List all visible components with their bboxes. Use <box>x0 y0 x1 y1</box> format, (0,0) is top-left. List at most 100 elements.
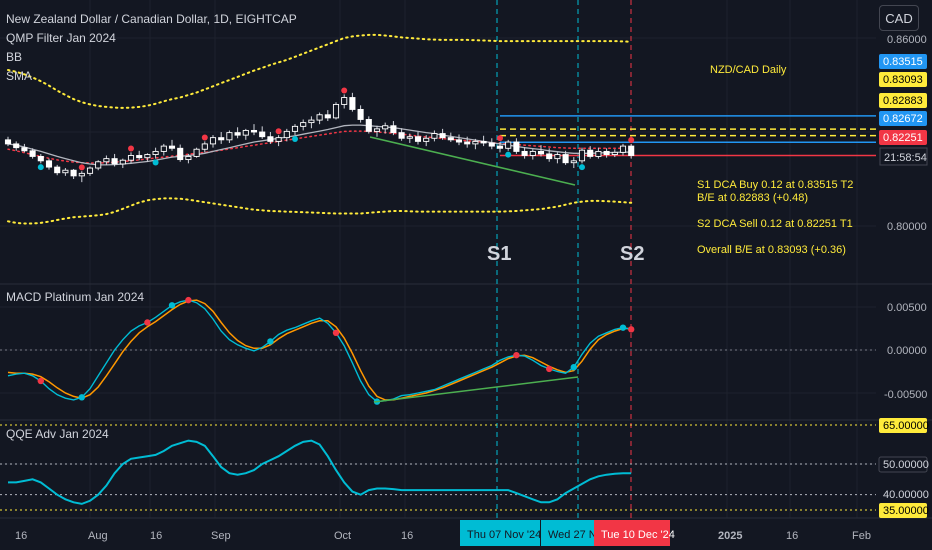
candle-body-23 <box>193 148 200 157</box>
candle-body-58 <box>480 140 487 144</box>
qqe-line <box>8 439 632 505</box>
price-axis-badges: 0.83515 0.83093 0.82883 0.82672 0.82251 65.00… <box>878 54 929 518</box>
candle-body-75 <box>619 145 627 153</box>
signal-dot-2 <box>152 159 159 166</box>
candle-body-25 <box>209 137 217 145</box>
candle-body-24 <box>201 143 208 150</box>
candle-body-36 <box>300 122 307 127</box>
qqe-badge-bg-1 <box>878 456 928 473</box>
bb-lower-band <box>7 197 633 225</box>
time-label-0: 16 <box>15 530 27 542</box>
legend-bb[interactable]: BB <box>6 50 23 64</box>
signal-dot-3 <box>128 145 134 152</box>
candle-body-44 <box>365 119 372 132</box>
macd-panel-title[interactable]: MACD Platinum Jan 2024 <box>6 290 145 304</box>
candle-body-66 <box>546 153 553 160</box>
legend-qmp-filter[interactable]: QMP Filter Jan 2024 <box>6 31 116 45</box>
time-label-5: 16 <box>401 530 413 542</box>
candle-body-3 <box>29 150 36 157</box>
candle-body-41 <box>341 97 348 105</box>
bb-upper-band <box>7 33 633 109</box>
candle-body-54 <box>447 137 454 141</box>
candle-body-28 <box>234 132 241 136</box>
macd-series <box>0 296 876 405</box>
macd-cross-dot-9 <box>546 365 553 373</box>
time-label-8: Feb <box>852 530 871 542</box>
candle-body-49 <box>406 136 413 139</box>
qqe-tick-label-0: 65.00000 <box>883 420 929 432</box>
candle-body-61 <box>505 141 512 149</box>
candle-body-11 <box>95 161 102 169</box>
qqe-panel-title[interactable]: QQE Adv Jan 2024 <box>6 427 109 441</box>
candlestick-series <box>4 92 635 183</box>
candle-body-62 <box>513 141 520 152</box>
candle-body-60 <box>496 145 504 149</box>
macd-signal-line <box>7 299 632 401</box>
time-highlight-bg-0 <box>460 520 540 546</box>
countdown-text: 21:58:54 <box>884 152 927 164</box>
time-label-2: 16 <box>150 530 162 542</box>
candle-body-16 <box>136 155 143 159</box>
candle-body-65 <box>537 150 545 155</box>
candle-body-69 <box>570 160 577 164</box>
macd-cross-dot-3 <box>168 302 176 309</box>
candle-body-5 <box>45 160 53 168</box>
candle-body-4 <box>37 155 44 162</box>
candle-body-8 <box>70 169 77 177</box>
price-tick-bottom: 0.80000 <box>887 221 927 233</box>
macd-tick-zero: 0.00000 <box>887 345 927 357</box>
macd-trendline <box>373 376 579 403</box>
price-badge-label-2: 0.82883 <box>883 95 923 107</box>
trendlines <box>369 136 579 403</box>
signal-dot-8 <box>497 135 503 142</box>
candle-body-56 <box>464 141 471 145</box>
candle-body-29 <box>242 129 249 136</box>
candle-body-40 <box>332 103 340 119</box>
time-highlight-bg-1 <box>541 520 601 546</box>
signal-dot-5 <box>292 136 298 143</box>
candle-body-32 <box>267 136 274 142</box>
legend-sma[interactable]: SMA <box>6 69 33 83</box>
candle-body-72 <box>595 150 602 157</box>
candle-body-0 <box>4 139 12 145</box>
candle-body-21 <box>177 147 184 161</box>
macd-cross-dot-5 <box>267 338 274 345</box>
candle-body-31 <box>259 131 266 138</box>
candle-body-52 <box>431 133 438 139</box>
candle-body-68 <box>562 154 569 164</box>
macd-tick-upper: 0.00500 <box>887 302 927 314</box>
macd-tick-lower: -0.00500 <box>884 389 927 401</box>
candle-body-64 <box>529 150 536 156</box>
candle-body-27 <box>226 132 233 141</box>
chart-annotation-title: NZD/CAD Daily <box>710 64 787 76</box>
price-badge-bg-3 <box>879 111 927 126</box>
time-highlight-label-0: Thu 07 Nov '24 <box>467 529 541 541</box>
candle-body-22 <box>185 155 192 161</box>
currency-button[interactable]: CAD <box>879 5 919 31</box>
macd-cross-dot-0 <box>37 377 44 385</box>
overall-be-annotation: Overall B/E at 0.83093 (+0.36) <box>697 244 846 256</box>
candle-body-43 <box>357 108 364 120</box>
candle-body-51 <box>423 137 430 142</box>
price-badge-bg-4 <box>879 130 927 145</box>
time-label-7: 16 <box>786 530 798 542</box>
signal-dot-9 <box>505 151 512 158</box>
macd-cross-dot-1 <box>78 394 86 401</box>
time-highlight-bg-2 <box>594 520 670 546</box>
candle-body-13 <box>111 158 118 165</box>
price-badge-label-0: 0.83515 <box>883 56 923 68</box>
candle-body-70 <box>578 149 586 162</box>
s2-marker-label: S2 <box>620 243 644 265</box>
price-badge-label-1: 0.83093 <box>883 74 923 86</box>
signal-dot-4 <box>201 134 208 141</box>
candle-body-39 <box>324 114 331 119</box>
price-badge-bg-2 <box>879 93 927 108</box>
candle-body-15 <box>127 155 135 161</box>
macd-cross-dot-2 <box>144 319 151 326</box>
candle-body-67 <box>554 154 561 160</box>
candle-body-26 <box>218 137 225 141</box>
signal-dot-10 <box>628 137 635 144</box>
candle-body-10 <box>86 167 94 174</box>
